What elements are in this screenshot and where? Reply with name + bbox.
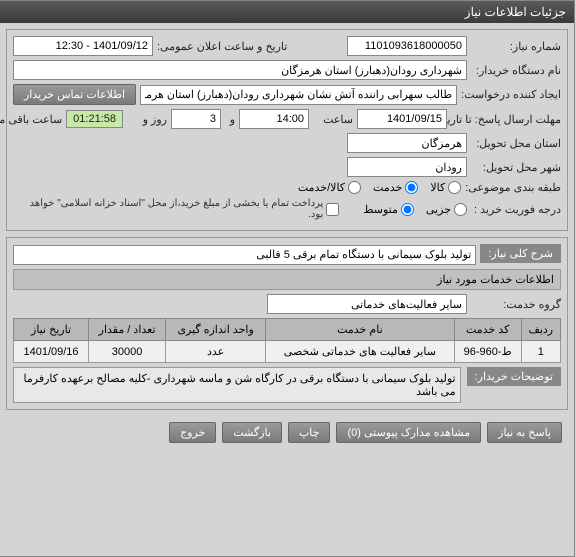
print-button[interactable]: چاپ bbox=[289, 422, 332, 443]
delivery-province-field[interactable] bbox=[348, 133, 468, 153]
announce-datetime-field[interactable] bbox=[14, 36, 154, 56]
partial-radio[interactable] bbox=[455, 203, 468, 216]
cell-qty: 30000 bbox=[90, 341, 167, 363]
footer-buttons: پاسخ به نیاز مشاهده مدارک پیوستی (0) چاپ… bbox=[7, 416, 569, 449]
request-creator-label: ایجاد کننده درخواست: bbox=[462, 88, 562, 101]
header-panel: شماره نیاز: تاریخ و ساعت اعلان عمومی: نا… bbox=[7, 29, 569, 231]
buyer-notes-text: تولید بلوک سیمانی با دستگاه برقی در کارگ… bbox=[14, 367, 462, 403]
th-row: ردیف bbox=[522, 319, 561, 341]
remaining-days-field[interactable] bbox=[172, 109, 222, 129]
th-name: نام خدمت bbox=[267, 319, 456, 341]
service-group-label: گروه خدمت: bbox=[472, 298, 562, 311]
th-date: تاریخ نیاز bbox=[15, 319, 90, 341]
table-header-row: ردیف کد خدمت نام خدمت واحد اندازه گیری ت… bbox=[15, 319, 562, 341]
partial-radio-label: جزیی bbox=[427, 203, 452, 216]
goods-radio-item[interactable]: کالا bbox=[431, 181, 462, 194]
cell-idx: 1 bbox=[522, 341, 561, 363]
goods-service-radio[interactable] bbox=[349, 181, 362, 194]
deadline-label: مهلت ارسال پاسخ: تا تاریخ: bbox=[452, 113, 562, 126]
window-title: جزئیات اطلاعات نیاز bbox=[466, 5, 567, 19]
medium-radio[interactable] bbox=[402, 203, 415, 216]
service-radio-label: خدمت bbox=[374, 181, 403, 194]
need-desc-section-label: شرح کلی نیاز: bbox=[481, 244, 562, 263]
remaining-label: ساعت باقی مانده bbox=[0, 113, 63, 126]
buyer-device-label: نام دستگاه خریدار: bbox=[472, 64, 562, 77]
partial-radio-item[interactable]: جزیی bbox=[427, 203, 468, 216]
goods-service-radio-item[interactable]: کالا/خدمت bbox=[299, 181, 362, 194]
cell-date: 1401/09/16 bbox=[15, 341, 90, 363]
buyer-notes-section-label: توضیحات خریدار: bbox=[468, 367, 562, 386]
payment-note: پرداخت تمام یا بخشی از مبلغ خرید،از محل … bbox=[14, 198, 324, 220]
payment-checkbox[interactable] bbox=[327, 203, 340, 216]
respond-button[interactable]: پاسخ به نیاز bbox=[488, 422, 563, 443]
goods-service-radio-label: کالا/خدمت bbox=[299, 181, 346, 194]
delivery-city-field[interactable] bbox=[348, 157, 468, 177]
table-row[interactable]: 1 ط-960-96 سایر فعالیت های خدماتی شخصی ع… bbox=[15, 341, 562, 363]
need-number-label: شماره نیاز: bbox=[472, 40, 562, 53]
and-label: و bbox=[226, 113, 236, 126]
medium-radio-item[interactable]: متوسط bbox=[364, 203, 415, 216]
service-radio[interactable] bbox=[406, 181, 419, 194]
delivery-province-label: استان محل تحویل: bbox=[472, 137, 562, 150]
back-button[interactable]: بازگشت bbox=[223, 422, 283, 443]
urgency-label: درجه فوریت خرید : bbox=[472, 203, 562, 216]
day-and-label: روز و bbox=[128, 113, 168, 126]
attachments-button[interactable]: مشاهده مدارک پیوستی (0) bbox=[337, 422, 482, 443]
cell-unit: عدد bbox=[167, 341, 267, 363]
main-window: جزئیات اطلاعات نیاز شماره نیاز: تاریخ و … bbox=[0, 0, 576, 557]
contact-info-button[interactable]: اطلاعات تماس خریدار bbox=[14, 84, 137, 105]
announce-datetime-label: تاریخ و ساعت اعلان عمومی: bbox=[158, 40, 288, 53]
category-label: طبقه بندی موضوعی: bbox=[466, 181, 562, 194]
services-table: ردیف کد خدمت نام خدمت واحد اندازه گیری ت… bbox=[14, 318, 562, 363]
cell-code: ط-960-96 bbox=[455, 341, 522, 363]
th-code: کد خدمت bbox=[455, 319, 522, 341]
need-number-field[interactable] bbox=[348, 36, 468, 56]
goods-radio-label: کالا bbox=[431, 181, 446, 194]
description-panel: شرح کلی نیاز: اطلاعات خدمات مورد نیاز گر… bbox=[7, 237, 569, 410]
window-titlebar: جزئیات اطلاعات نیاز bbox=[1, 1, 575, 23]
need-desc-field[interactable] bbox=[14, 245, 477, 265]
services-info-header: اطلاعات خدمات مورد نیاز bbox=[14, 269, 562, 290]
payment-checkbox-item[interactable]: پرداخت تمام یا بخشی از مبلغ خرید،از محل … bbox=[14, 198, 340, 220]
service-radio-item[interactable]: خدمت bbox=[374, 181, 419, 194]
category-radio-group: کالا خدمت کالا/خدمت bbox=[299, 181, 462, 194]
urgency-radio-group: جزیی متوسط bbox=[364, 203, 468, 216]
delivery-city-label: شهر محل تحویل: bbox=[472, 161, 562, 174]
time-label: ساعت bbox=[314, 113, 354, 126]
th-qty: تعداد / مقدار bbox=[90, 319, 167, 341]
deadline-time-field[interactable] bbox=[240, 109, 310, 129]
deadline-date-field[interactable] bbox=[358, 109, 448, 129]
remaining-time-badge: 01:21:58 bbox=[67, 110, 124, 128]
medium-radio-label: متوسط bbox=[364, 203, 399, 216]
buyer-device-field[interactable] bbox=[14, 60, 468, 80]
exit-button[interactable]: خروج bbox=[170, 422, 217, 443]
goods-radio[interactable] bbox=[449, 181, 462, 194]
request-creator-field[interactable] bbox=[141, 85, 458, 105]
cell-name: سایر فعالیت های خدماتی شخصی bbox=[267, 341, 456, 363]
service-group-field[interactable] bbox=[268, 294, 468, 314]
content-area: شماره نیاز: تاریخ و ساعت اعلان عمومی: نا… bbox=[1, 23, 575, 455]
th-unit: واحد اندازه گیری bbox=[167, 319, 267, 341]
